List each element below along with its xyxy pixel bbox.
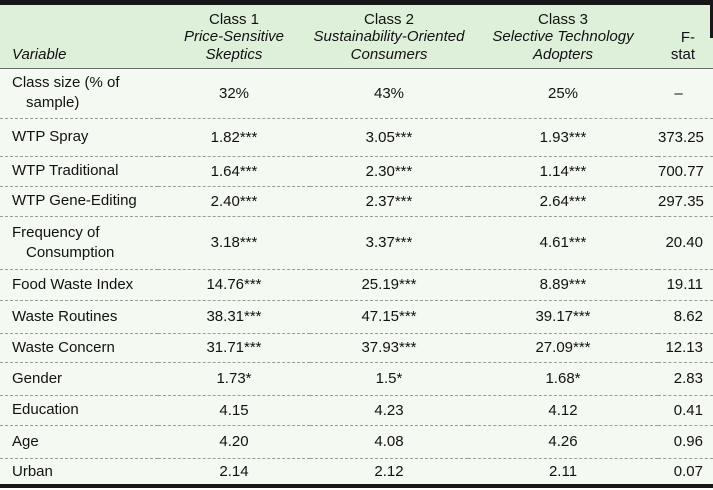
- cell-variable: WTP Traditional: [0, 155, 158, 187]
- table-body: Class size (% of sample) 32% 43% 25% – W…: [0, 68, 713, 487]
- cell-fstat: 297.35: [658, 185, 713, 217]
- cell-fstat: 0.07: [658, 457, 713, 487]
- table-row-waste-routines: Waste Routines 38.31*** 47.15*** 39.17**…: [0, 299, 713, 334]
- class3-subtitle: Selective Technology Adopters: [492, 28, 634, 63]
- cell-fstat: 700.77: [658, 155, 713, 187]
- cell-class3: 27.09***: [468, 332, 658, 363]
- cell-fstat: 0.41: [658, 394, 713, 426]
- table-row-frequency-consumption: Frequency of Consumption 3.18*** 3.37***…: [0, 215, 713, 270]
- cell-class2: 37.93***: [310, 332, 468, 363]
- cell-variable: Education: [0, 394, 158, 426]
- cell-fstat: 19.11: [658, 268, 713, 301]
- class3-title: Class 3: [537, 11, 589, 28]
- cell-fstat: 12.13: [658, 332, 713, 363]
- table-row-food-waste-index: Food Waste Index 14.76*** 25.19*** 8.89*…: [0, 268, 713, 301]
- cell-class1: 1.82***: [158, 117, 310, 157]
- cell-class3: 39.17***: [468, 299, 658, 334]
- cell-class2: 1.5*: [310, 361, 468, 396]
- cell-class3: 4.26: [468, 424, 658, 459]
- cell-fstat: –: [674, 84, 683, 102]
- cell-variable: Gender: [0, 361, 158, 396]
- cell-class2: 2.12: [310, 457, 468, 487]
- cell-class1: 32%: [218, 84, 250, 102]
- cell-fstat: 2.83: [658, 361, 713, 396]
- cell-variable: Age: [0, 424, 158, 459]
- cell-class3: 2.11: [468, 457, 658, 487]
- table-row-urban: Urban 2.14 2.12 2.11 0.07: [0, 457, 713, 487]
- cell-class2: 47.15***: [310, 299, 468, 334]
- header-row: Variable Class 1 Price-Sensitive Skeptic…: [0, 2, 713, 69]
- cell-variable: WTP Gene-Editing: [0, 185, 158, 217]
- class2-subtitle: Sustainability-Oriented Consumers: [313, 28, 465, 63]
- cell-class3: 25%: [547, 84, 579, 102]
- column-header-variable: Variable: [0, 2, 158, 69]
- cell-variable: Frequency of Consumption: [0, 215, 158, 270]
- cell-class1: 31.71***: [158, 332, 310, 363]
- class1-subtitle: Price-Sensitive Skeptics: [183, 28, 285, 63]
- cell-variable: Class size (% of sample): [12, 74, 120, 112]
- column-header-class1: Class 1 Price-Sensitive Skeptics: [158, 2, 310, 69]
- cell-class1: 4.15: [158, 394, 310, 426]
- cell-variable: Waste Routines: [0, 299, 158, 334]
- cell-fstat: 20.40: [658, 215, 713, 270]
- table-row-waste-concern: Waste Concern 31.71*** 37.93*** 27.09***…: [0, 332, 713, 363]
- cell-class2: 2.30***: [310, 155, 468, 187]
- cell-class1: 4.20: [158, 424, 310, 459]
- cell-class3: 4.12: [468, 394, 658, 426]
- cell-class1: 14.76***: [158, 268, 310, 301]
- cell-variable: WTP Spray: [0, 117, 158, 157]
- cell-class3: 1.14***: [468, 155, 658, 187]
- cell-class2: 3.37***: [310, 215, 468, 270]
- cell-class3: 2.64***: [468, 185, 658, 217]
- cell-class1: 38.31***: [158, 299, 310, 334]
- cell-class1: 3.18***: [158, 215, 310, 270]
- cell-class2: 43%: [373, 84, 405, 102]
- cell-class3: 1.68*: [468, 361, 658, 396]
- cell-class3: 1.93***: [468, 117, 658, 157]
- cell-class1: 2.40***: [158, 185, 310, 217]
- table-row-gender: Gender 1.73* 1.5* 1.68* 2.83: [0, 361, 713, 396]
- cell-class2: 3.05***: [310, 117, 468, 157]
- cell-class1: 1.73*: [158, 361, 310, 396]
- table-row-wtp-gene-editing: WTP Gene-Editing 2.40*** 2.37*** 2.64***…: [0, 185, 713, 217]
- cell-class2: 4.08: [310, 424, 468, 459]
- column-header-class2: Class 2 Sustainability-Oriented Consumer…: [310, 2, 468, 69]
- cell-class2: 25.19***: [310, 268, 468, 301]
- scan-edge-artifact: [710, 0, 713, 38]
- cell-class2: 2.37***: [310, 185, 468, 217]
- table-row-class-size: Class size (% of sample) 32% 43% 25% –: [0, 68, 713, 119]
- table-header: Variable Class 1 Price-Sensitive Skeptic…: [0, 2, 713, 69]
- column-header-class3: Class 3 Selective Technology Adopters: [468, 2, 658, 69]
- cell-class2: 4.23: [310, 394, 468, 426]
- table-row-age: Age 4.20 4.08 4.26 0.96: [0, 424, 713, 459]
- cell-fstat: 0.96: [658, 424, 713, 459]
- cell-variable: Urban: [0, 457, 158, 487]
- table-row-wtp-spray: WTP Spray 1.82*** 3.05*** 1.93*** 373.25: [0, 117, 713, 157]
- cell-class1: 1.64***: [158, 155, 310, 187]
- cell-fstat: 373.25: [658, 117, 713, 157]
- column-header-fstat: F-stat: [658, 2, 713, 69]
- class2-title: Class 2: [363, 11, 415, 28]
- table-row-wtp-traditional: WTP Traditional 1.64*** 2.30*** 1.14*** …: [0, 155, 713, 187]
- cell-variable: Waste Concern: [0, 332, 158, 363]
- table-row-education: Education 4.15 4.23 4.12 0.41: [0, 394, 713, 426]
- cell-class3: 4.61***: [468, 215, 658, 270]
- cell-class3: 8.89***: [468, 268, 658, 301]
- cell-class1: 2.14: [158, 457, 310, 487]
- cell-fstat: 8.62: [658, 299, 713, 334]
- cell-variable: Food Waste Index: [0, 268, 158, 301]
- class1-title: Class 1: [208, 11, 260, 28]
